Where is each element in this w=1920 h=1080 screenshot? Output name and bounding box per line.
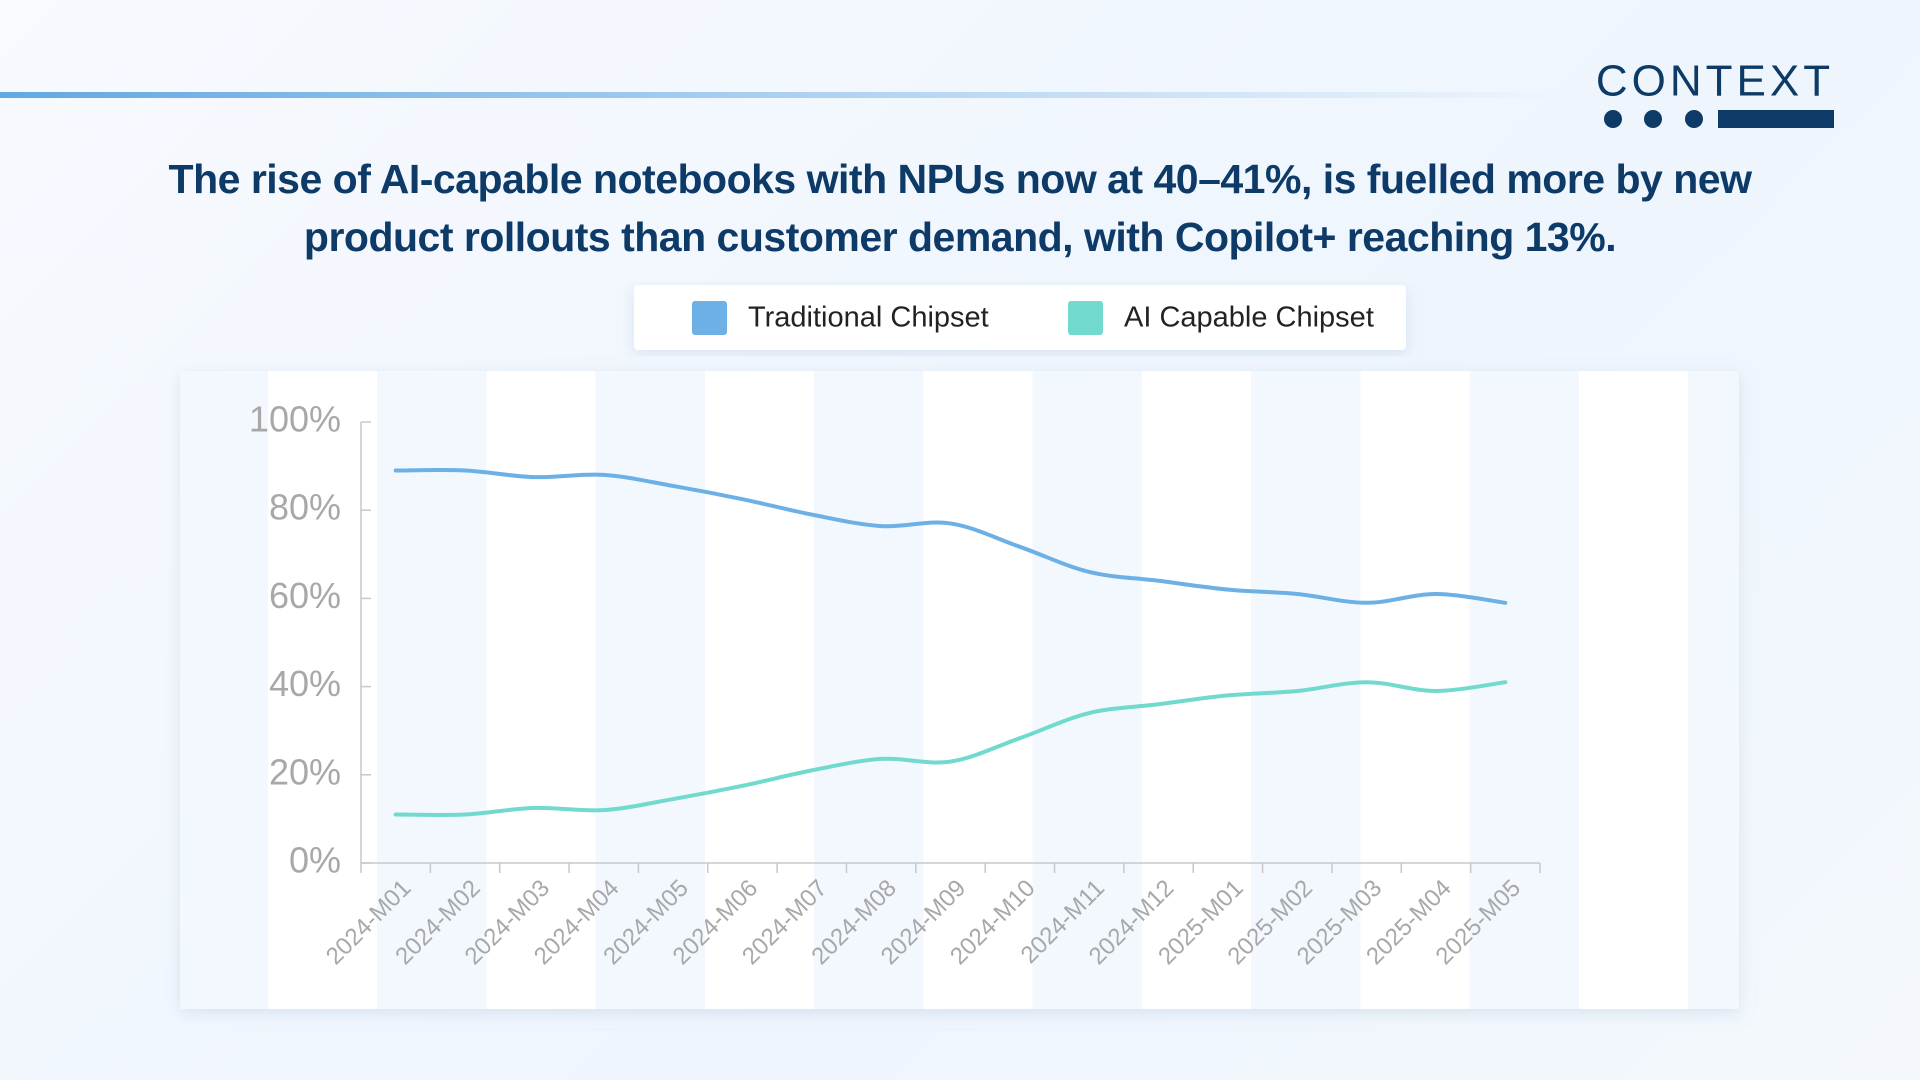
- series-line: [393, 680, 1508, 817]
- legend-label: Traditional Chipset: [748, 302, 989, 334]
- legend-swatch: [692, 301, 727, 335]
- y-tick-label: 100%: [249, 399, 341, 440]
- y-tick-label: 60%: [269, 575, 341, 616]
- band: [705, 371, 814, 1009]
- y-tick-label: 40%: [269, 663, 341, 704]
- bands: [268, 371, 1688, 1009]
- top-rule: [0, 92, 1560, 98]
- y-tick-label: 80%: [269, 487, 341, 528]
- band: [923, 371, 1033, 1009]
- legend-swatch: [1068, 301, 1103, 335]
- band: [1579, 371, 1688, 1009]
- legend-box: [634, 285, 1406, 350]
- logo-marks: [1604, 110, 1834, 128]
- series-line: [393, 468, 1508, 605]
- logo: CONTEXT: [1596, 57, 1834, 106]
- band: [268, 371, 377, 1009]
- band: [1142, 371, 1251, 1009]
- y-tick-label: 20%: [269, 751, 341, 792]
- chart-title: The rise of AI-capable notebooks with NP…: [168, 156, 1752, 260]
- legend-label: AI Capable Chipset: [1124, 302, 1374, 334]
- y-tick-label: 0%: [289, 840, 341, 881]
